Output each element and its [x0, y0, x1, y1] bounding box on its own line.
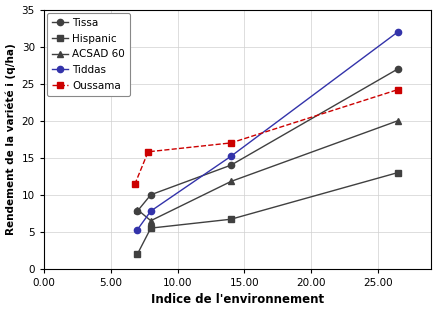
Tiddas: [135, 228, 140, 232]
Line: Oussama: Oussama: [132, 86, 401, 188]
Tiddas: [229, 154, 234, 158]
Legend: Tissa, Hispanic, ACSAD 60, Tiddas, Oussama: Tissa, Hispanic, ACSAD 60, Tiddas, Oussa…: [47, 13, 130, 96]
Line: Hispanic: Hispanic: [134, 169, 401, 257]
Tissa: [229, 163, 234, 167]
Line: Tiddas: Tiddas: [134, 29, 401, 233]
Tissa: [395, 67, 401, 71]
Tiddas: [395, 30, 401, 34]
Oussama: [132, 183, 137, 186]
Hispanic: [148, 226, 153, 230]
ACSAD 60: [148, 219, 153, 222]
ACSAD 60: [135, 208, 140, 212]
Tiddas: [148, 209, 153, 213]
ACSAD 60: [229, 180, 234, 183]
Oussama: [229, 141, 234, 145]
Tissa: [135, 209, 140, 213]
ACSAD 60: [395, 119, 401, 123]
Oussama: [395, 88, 401, 91]
Tissa: [148, 193, 153, 197]
Hispanic: [229, 217, 234, 221]
X-axis label: Indice de l'environnement: Indice de l'environnement: [151, 294, 324, 306]
Line: ACSAD 60: ACSAD 60: [134, 118, 401, 224]
Hispanic: [395, 171, 401, 174]
Line: Tissa: Tissa: [134, 66, 401, 214]
Hispanic: [135, 252, 140, 256]
Y-axis label: Rendement de la variété i (q/ha): Rendement de la variété i (q/ha): [6, 43, 16, 235]
Oussama: [146, 150, 151, 154]
